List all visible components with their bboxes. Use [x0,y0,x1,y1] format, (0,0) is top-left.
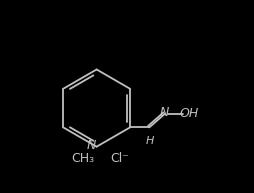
Text: H: H [146,136,154,146]
Text: Cl⁻: Cl⁻ [110,152,129,165]
Text: OH: OH [179,107,198,120]
Text: CH₃: CH₃ [71,152,94,165]
Text: N: N [160,106,169,119]
Text: N: N [87,139,96,152]
